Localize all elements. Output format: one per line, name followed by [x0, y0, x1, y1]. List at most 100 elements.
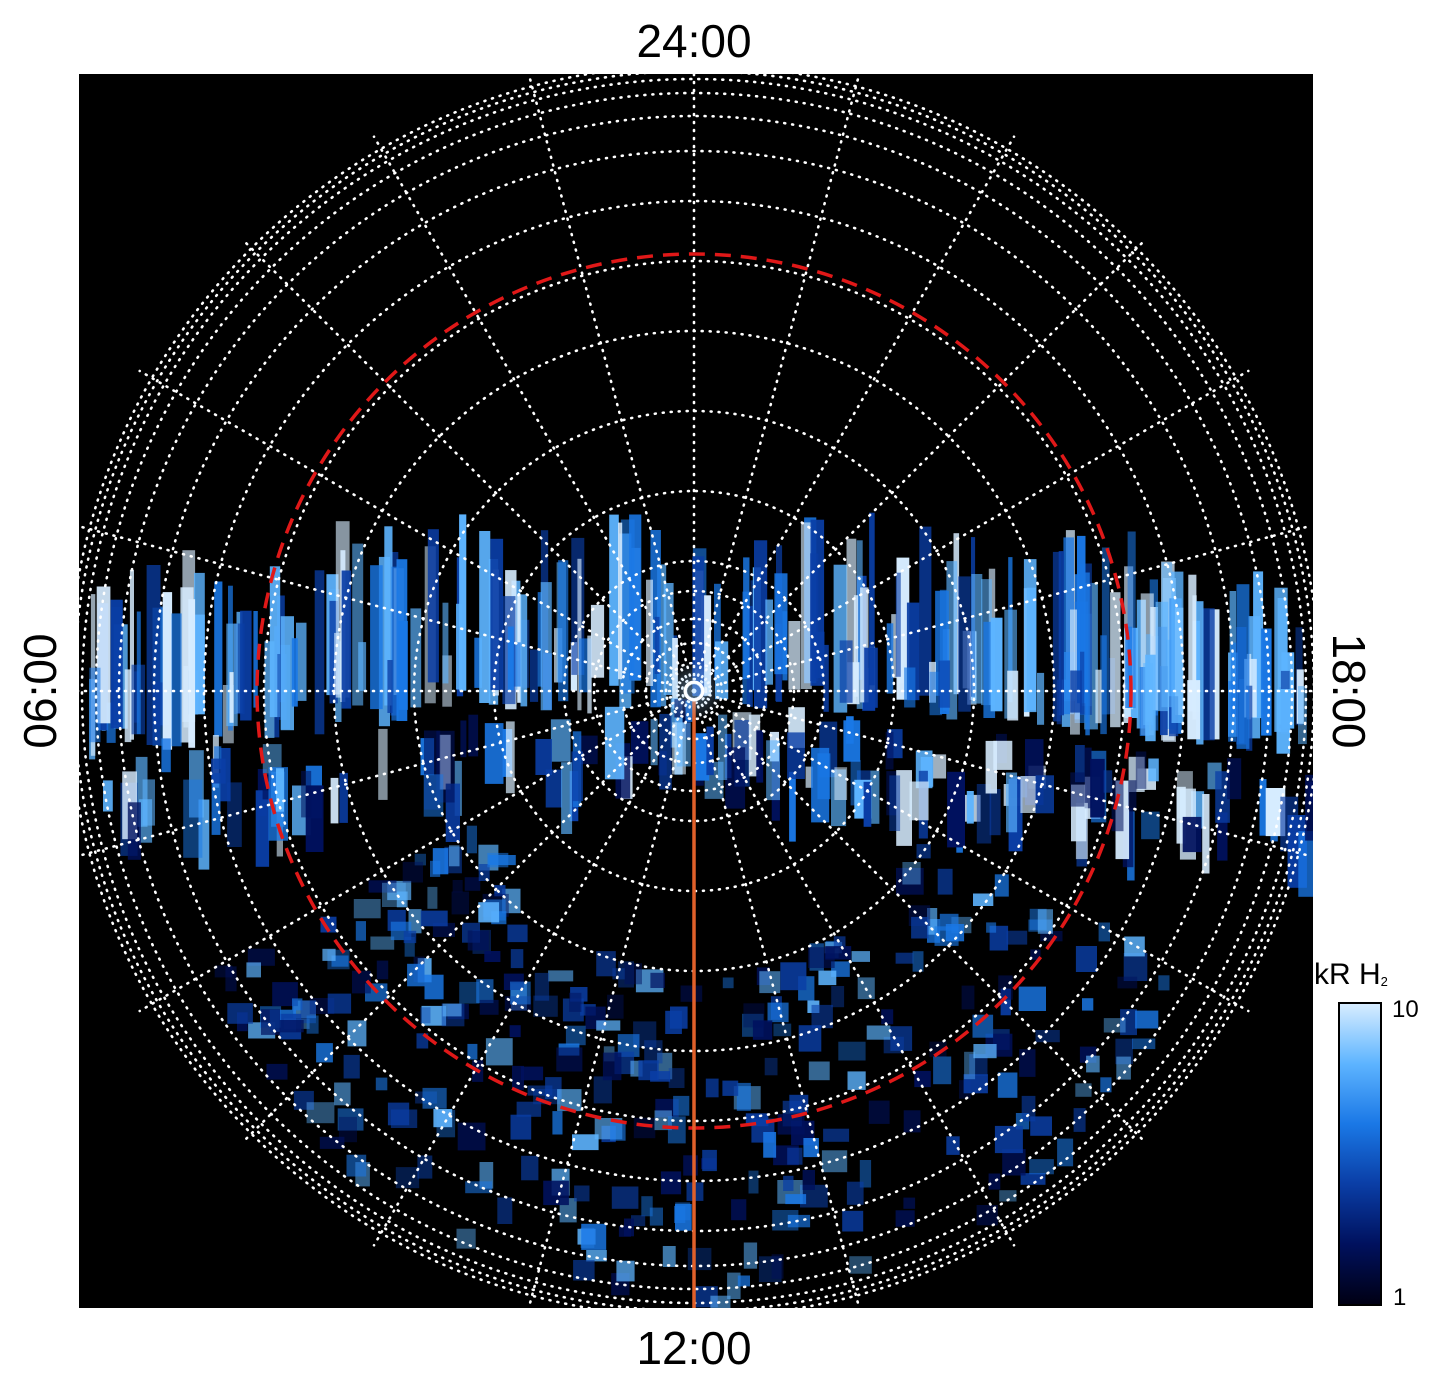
emission-streak — [537, 592, 542, 687]
emission-patch — [973, 893, 994, 906]
emission-patch — [421, 1005, 447, 1026]
emission-patch — [771, 1254, 784, 1279]
emission-patch — [767, 1002, 789, 1023]
emission-streak — [545, 769, 563, 808]
emission-streak — [110, 599, 123, 729]
emission-patch — [866, 1025, 891, 1040]
emission-patch — [478, 902, 500, 923]
emission-streak — [1148, 758, 1159, 782]
emission-streak — [398, 620, 408, 710]
emission-patch — [403, 930, 417, 944]
emission-patch — [478, 864, 490, 881]
emission-streak — [983, 621, 996, 718]
emission-patch — [433, 1109, 453, 1128]
emission-patch — [466, 825, 477, 854]
polar-auroral-map — [79, 74, 1313, 1308]
emission-streak — [1276, 689, 1291, 754]
emission-patch — [789, 1094, 809, 1113]
emission-patch — [375, 1077, 388, 1091]
emission-streak — [442, 602, 449, 684]
emission-streak — [834, 767, 848, 800]
emission-streak — [725, 747, 746, 809]
emission-patch — [395, 1167, 420, 1189]
emission-streak — [479, 531, 491, 703]
emission-streak — [895, 572, 901, 677]
emission-streak — [1037, 672, 1045, 725]
emission-patch — [933, 1056, 952, 1085]
emission-patch — [246, 962, 261, 978]
emission-patch — [485, 1038, 513, 1066]
emission-streak — [1056, 679, 1062, 725]
emission-streak — [810, 553, 819, 681]
emission-streak — [530, 649, 539, 702]
emission-streak — [329, 600, 338, 704]
emission-streak — [1085, 572, 1090, 736]
emission-streak — [630, 721, 649, 764]
emission-patch — [722, 1080, 739, 1096]
emission-streak — [240, 610, 252, 721]
emission-streak — [1215, 771, 1230, 823]
emission-patch — [596, 951, 616, 977]
emission-streak — [889, 775, 901, 831]
emission-streak — [291, 638, 298, 707]
emission-streak — [468, 714, 479, 757]
emission-streak — [939, 589, 947, 691]
emission-streak — [993, 740, 1013, 770]
emission-patch — [705, 1078, 719, 1098]
emission-streak — [135, 756, 148, 827]
emission-streak — [1127, 531, 1136, 709]
emission-patch — [510, 949, 524, 969]
emission-streak — [746, 605, 753, 707]
emission-patch — [903, 1197, 916, 1209]
emission-patch — [370, 936, 395, 950]
emission-streak — [1277, 598, 1288, 725]
emission-streak — [1259, 779, 1267, 836]
emission-patch — [961, 985, 975, 1010]
emission-patch — [777, 1114, 805, 1135]
emission-patch — [890, 1026, 913, 1051]
meridian-line — [138, 369, 696, 693]
emission-patch — [306, 1102, 335, 1124]
local-time-18-label: 18:00 — [1323, 633, 1375, 749]
emission-streak — [1227, 758, 1242, 800]
emission-patch — [300, 1000, 316, 1024]
emission-patch — [859, 1160, 872, 1188]
emission-patch — [322, 948, 336, 961]
emission-streak — [1145, 654, 1156, 742]
emission-patch — [565, 1025, 586, 1046]
emission-streak — [162, 592, 173, 750]
emission-patch — [574, 1185, 590, 1202]
emission-patch — [1132, 1038, 1156, 1050]
emission-patch — [994, 874, 1009, 897]
emission-streak — [1100, 635, 1107, 735]
emission-streak — [484, 723, 504, 784]
emission-patch — [464, 877, 481, 891]
emission-patch — [772, 1210, 799, 1231]
emission-streak — [1135, 751, 1147, 789]
emission-patch — [631, 1215, 646, 1227]
emission-patch — [556, 1047, 583, 1072]
emission-patch — [675, 1202, 691, 1221]
emission-streak — [774, 573, 788, 675]
emission-streak — [629, 514, 642, 681]
emission-streak — [535, 739, 552, 775]
emission-patch — [780, 962, 807, 991]
meridian-line — [692, 689, 861, 1308]
emission-streak — [1075, 802, 1088, 860]
emission-streak — [136, 611, 141, 735]
emission-patch — [484, 951, 501, 962]
emission-streak — [1077, 535, 1086, 704]
emission-patch — [292, 998, 303, 1011]
emission-patch — [214, 965, 233, 978]
emission-streak — [604, 706, 625, 780]
emission-patch — [569, 992, 582, 1012]
emission-patch — [416, 1033, 429, 1049]
emission-streak — [932, 754, 947, 779]
emission-patch — [997, 1072, 1018, 1098]
emission-streak — [171, 613, 182, 747]
meridian-line — [79, 689, 696, 858]
emission-streak — [800, 522, 812, 689]
emission-patch — [831, 986, 845, 1008]
emission-streak — [646, 579, 653, 686]
emission-patch — [247, 948, 275, 966]
